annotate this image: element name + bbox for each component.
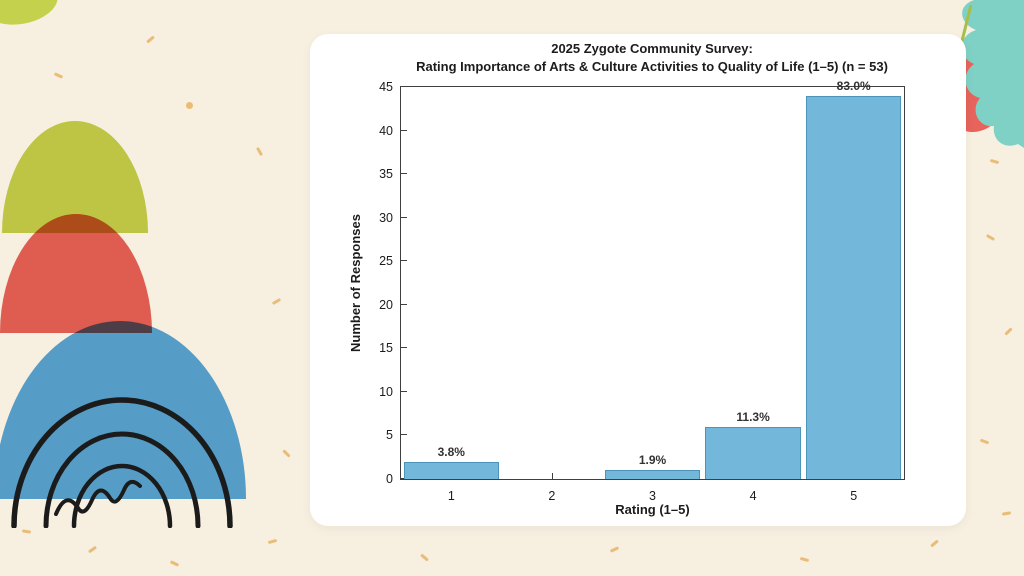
x-tick-label: 5 xyxy=(850,489,858,503)
y-axis-label: Number of Responses xyxy=(348,214,363,352)
y-tick-mark xyxy=(401,434,407,436)
y-tick-label: 15 xyxy=(379,341,393,356)
x-tick-label: 4 xyxy=(749,489,757,503)
bar-rating-5 xyxy=(805,95,902,479)
decor-speckle xyxy=(799,556,810,563)
decor-speckle xyxy=(53,72,64,79)
decor-speckle xyxy=(186,102,193,109)
x-tick-label: 1 xyxy=(447,489,455,503)
y-tick-label: 10 xyxy=(379,384,393,399)
x-tick-label: 3 xyxy=(649,489,656,503)
y-tick-mark xyxy=(401,347,407,349)
y-tick-label: 0 xyxy=(386,472,393,486)
decor-speckle xyxy=(1001,511,1012,516)
decor-speckle xyxy=(255,146,264,157)
chart-title-line2: Rating Importance of Arts & Culture Acti… xyxy=(416,59,888,74)
y-tick-mark xyxy=(401,129,407,131)
y-tick-mark xyxy=(401,86,407,87)
decor-speckle xyxy=(420,553,429,562)
bar-rating-3 xyxy=(604,470,701,479)
decor-teal-blob-top-right xyxy=(961,0,1024,148)
chart-card: 2025 Zygote Community Survey: Rating Imp… xyxy=(310,34,966,526)
y-tick-label: 30 xyxy=(379,210,393,225)
decor-speckle xyxy=(282,449,291,458)
decor-speckle xyxy=(169,560,180,567)
bar-rating-4 xyxy=(705,426,801,479)
decor-speckle xyxy=(985,233,996,242)
chart-title: 2025 Zygote Community Survey: Rating Imp… xyxy=(416,40,888,76)
bar-percent-label: 11.3% xyxy=(736,409,770,424)
y-tick-label: 45 xyxy=(379,80,393,94)
y-tick-mark xyxy=(401,303,407,305)
y-tick-mark xyxy=(401,173,407,175)
bar-percent-label: 3.8% xyxy=(437,444,465,459)
decor-blob-top-left xyxy=(0,0,62,31)
bar-percent-label: 83.0% xyxy=(836,78,871,93)
y-tick-label: 5 xyxy=(386,428,393,443)
decor-speckle xyxy=(87,545,98,554)
decor-speckle xyxy=(271,297,282,306)
decor-speckle xyxy=(609,546,620,553)
bar-rating-1 xyxy=(403,461,500,479)
x-axis-label: Rating (1–5) xyxy=(615,502,690,517)
y-tick-label: 40 xyxy=(379,123,393,138)
y-tick-label: 35 xyxy=(379,167,393,182)
y-tick-mark xyxy=(401,216,407,218)
plot-area: 3.8% 1 2 1.9% 3 11.3% 4 83.0% 5 0 5 10 15 20 25 30 35 40 4… xyxy=(379,79,905,503)
decor-speckle xyxy=(267,538,278,545)
decor-speckle xyxy=(146,35,155,44)
y-tick-mark xyxy=(401,260,407,262)
y-tick-label: 25 xyxy=(379,254,393,269)
decor-speckle xyxy=(979,438,990,445)
x-tick-mark xyxy=(551,473,553,479)
decor-speckle xyxy=(1004,327,1013,336)
x-tick-label: 2 xyxy=(548,489,556,503)
bar-percent-label: 1.9% xyxy=(638,453,667,468)
decor-speckle xyxy=(21,529,32,534)
y-tick-label: 20 xyxy=(379,297,393,312)
chart-title-line1: 2025 Zygote Community Survey: xyxy=(551,41,753,56)
decor-rainbow-arcs-sketch xyxy=(11,397,233,528)
decor-speckle xyxy=(930,539,939,548)
y-tick-mark xyxy=(401,390,407,392)
decor-speckle xyxy=(989,158,1000,165)
